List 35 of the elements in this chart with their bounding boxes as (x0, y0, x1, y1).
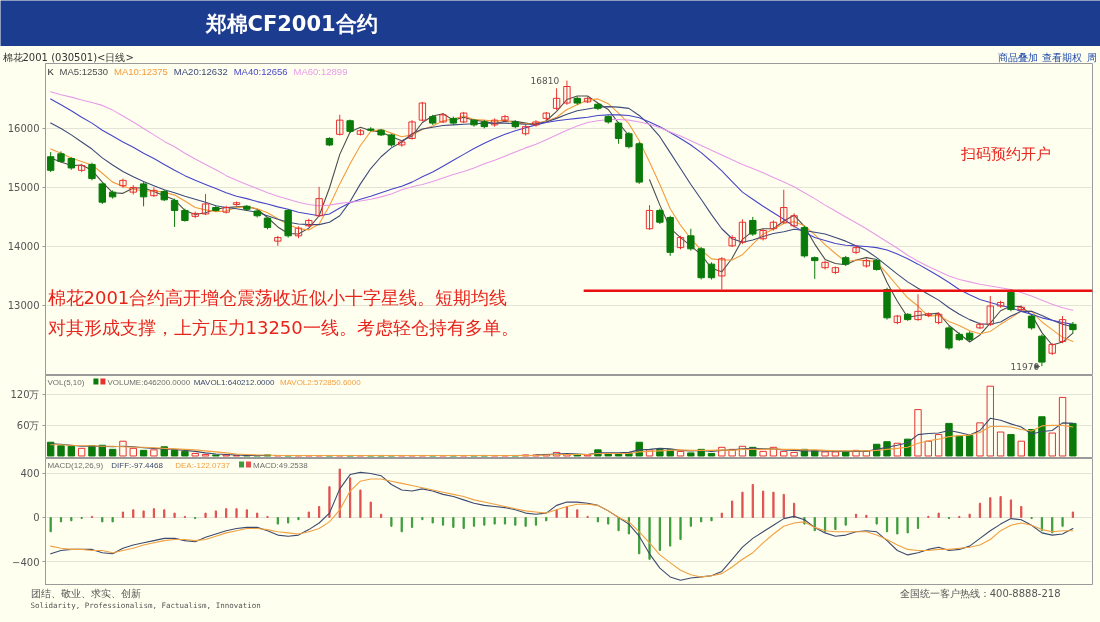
y-tick-label: 16000 (7, 123, 40, 135)
text: MA5:12530 (59, 65, 109, 77)
chart-title: 郑棉CF2001合约 (204, 11, 378, 36)
legend-label: MACD:49.2538 (253, 460, 309, 470)
legend-title: MACD(12,26,9) (47, 460, 104, 470)
text: MA10:12375 (114, 65, 168, 77)
annotation: 对其形成支撑，上方压力13250一线。考虑轻仓持有多单。 (47, 317, 519, 338)
y-tick-label: 15000 (7, 182, 40, 194)
text: 全国统一客户热线：400-8888-218 (899, 588, 1061, 599)
legend-label: VOLUME:646200.0000 (107, 377, 191, 387)
text: DIFF:-97.4468 (111, 460, 164, 470)
annotation: 棉花2001合约高开增仓震荡收近似小十字星线。短期均线 (47, 287, 508, 308)
text: MA40:12656 (233, 65, 288, 77)
y-tick-label: −400 (12, 556, 40, 568)
text: MAVOL2:572850.6000 (279, 377, 362, 387)
text: 周 (1086, 52, 1097, 63)
annotation: 11970 (1010, 362, 1040, 372)
legend-title: K (47, 65, 55, 77)
y-tick-label: 400 (20, 468, 40, 480)
text: MA20:12632 (173, 65, 228, 77)
y-tick-label: 120万 (10, 389, 40, 401)
text: MAVOL1:640212.0000 (193, 377, 276, 387)
text: MA60:12899 (293, 65, 348, 77)
text: DEA:-122.0737 (175, 460, 231, 470)
text: 团结、敬业、求实、创新 (30, 588, 141, 599)
y-tick-label: 14000 (7, 241, 40, 253)
y-tick-label: 60万 (16, 419, 40, 431)
legend-title: VOL(5,10) (47, 377, 85, 387)
y-tick-label: 13000 (7, 300, 40, 312)
annotation: 16810 (530, 76, 560, 86)
text: 商品叠加 (997, 52, 1038, 63)
chart-subtitle: 棉花2001 (030501)<日线> (2, 52, 134, 63)
y-tick-label: 0 (33, 512, 40, 524)
text: 查看期权 (1041, 52, 1082, 63)
annotation: 扫码预约开户 (959, 144, 1051, 163)
